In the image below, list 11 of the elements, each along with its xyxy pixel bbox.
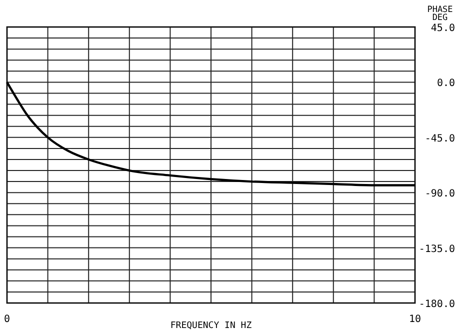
y-tick-label: -90.0 bbox=[424, 188, 455, 200]
x-tick-label: 10 bbox=[408, 314, 422, 325]
y-tick-label: -45.0 bbox=[424, 133, 455, 144]
y-tick-label: 0.0 bbox=[436, 78, 455, 90]
line-series bbox=[6, 81, 416, 186]
y-tick-label: -135.0 bbox=[418, 244, 455, 255]
y-tick-label: -180.0 bbox=[418, 299, 455, 310]
y-axis-title: PHASE DEG bbox=[427, 5, 453, 23]
x-axis-title: FREQUENCY IN HZ bbox=[170, 321, 252, 331]
y-tick-label: 45.0 bbox=[430, 23, 455, 34]
x-tick-label: 0 bbox=[4, 314, 10, 325]
